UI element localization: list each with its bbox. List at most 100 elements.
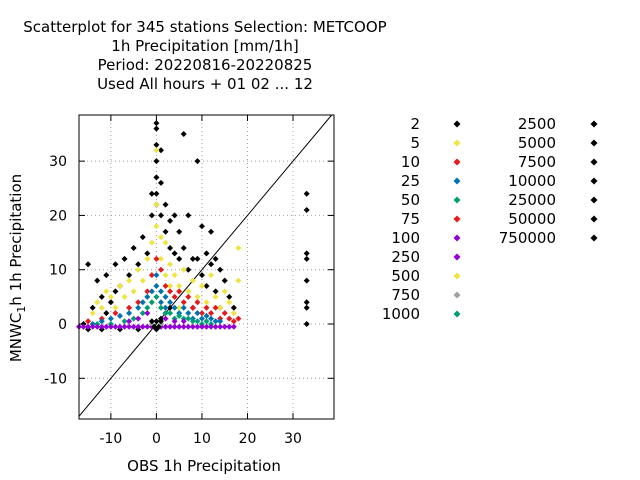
data-point [176, 323, 183, 330]
legend-marker [590, 215, 598, 223]
data-point [176, 255, 183, 262]
data-point [162, 201, 169, 208]
data-point [126, 304, 133, 311]
data-point [203, 312, 210, 319]
data-point [139, 234, 146, 241]
data-point [185, 315, 192, 322]
legend-marker [453, 234, 461, 242]
data-point [180, 299, 187, 306]
data-point [212, 288, 219, 295]
data-point [116, 312, 123, 319]
data-point [203, 304, 210, 311]
data-point [148, 190, 155, 197]
legend-marker [590, 139, 598, 147]
data-point [217, 304, 224, 311]
data-point [148, 239, 155, 246]
data-point [162, 315, 169, 322]
point-series [85, 255, 242, 325]
data-point [153, 147, 160, 154]
data-point [176, 228, 183, 235]
legend-label: 750 [391, 286, 420, 304]
data-point [107, 293, 114, 300]
data-point [148, 272, 155, 279]
data-point [139, 277, 146, 284]
legend-marker [453, 158, 461, 166]
data-point [167, 217, 174, 224]
data-point [189, 304, 196, 311]
legend-label: 10000 [508, 172, 556, 190]
legend-marker [590, 196, 598, 204]
data-point [212, 318, 219, 325]
data-point [157, 304, 164, 311]
point-series [89, 272, 224, 327]
data-point [180, 318, 187, 325]
data-point [180, 266, 187, 273]
data-point [151, 323, 158, 330]
y-axis-label-rest: h 1h Precipitation [7, 174, 25, 306]
data-point [303, 299, 310, 306]
data-point [80, 323, 87, 330]
data-point [230, 318, 237, 325]
data-point [139, 299, 146, 306]
one-to-one-line [78, 114, 333, 417]
data-point [226, 299, 233, 306]
data-point [135, 323, 142, 330]
data-point [303, 190, 310, 197]
data-point [121, 293, 128, 300]
data-point [153, 283, 160, 289]
y-tick-label: 30 [49, 154, 67, 170]
data-point [189, 277, 196, 284]
legend-marker [590, 158, 598, 166]
data-point [303, 277, 310, 284]
data-point [144, 304, 151, 311]
data-point [135, 299, 142, 306]
x-tick-label: 30 [284, 431, 302, 447]
data-point [194, 293, 201, 300]
data-point [185, 212, 192, 219]
data-point [153, 174, 160, 181]
axis-ticks: -10 0 10 20 30 -10 0 10 20 30 [44, 115, 334, 447]
x-tick-label: 0 [152, 431, 161, 447]
data-point [185, 323, 192, 330]
point-series [148, 318, 164, 330]
data-point [217, 318, 224, 325]
legend-label: 100 [391, 229, 420, 247]
legend-label: 10 [401, 153, 420, 171]
data-point [176, 304, 183, 311]
data-point [212, 304, 219, 311]
data-point [226, 315, 233, 322]
chart-title: Scatterplot for 345 stations Selection: … [23, 18, 386, 93]
data-point [107, 323, 114, 330]
data-point [303, 207, 310, 213]
data-point [176, 283, 183, 289]
legend-marker [453, 272, 461, 280]
data-point [157, 299, 164, 306]
data-point [235, 245, 242, 251]
data-point [94, 277, 101, 284]
data-point [194, 318, 201, 325]
data-point [98, 304, 105, 311]
data-point [162, 293, 169, 300]
legend-label: 7500 [518, 153, 556, 171]
legend-marker [453, 120, 461, 128]
title-line: 1h Precipitation [mm/1h] [111, 37, 298, 55]
data-point [112, 288, 119, 295]
data-point [116, 283, 123, 289]
data-point [85, 318, 92, 325]
data-point [157, 147, 164, 154]
data-point [157, 288, 164, 295]
data-point [203, 323, 210, 330]
data-point [148, 212, 155, 219]
legend-label: 1000 [382, 305, 420, 323]
legend-label: 500 [391, 267, 420, 285]
data-point [180, 304, 187, 311]
data-point [157, 179, 164, 186]
data-point [103, 288, 110, 295]
data-point [89, 310, 96, 317]
data-point [167, 304, 174, 311]
data-point [180, 323, 187, 330]
data-point [107, 299, 114, 306]
legend-marker [453, 139, 461, 147]
data-point [226, 293, 233, 300]
